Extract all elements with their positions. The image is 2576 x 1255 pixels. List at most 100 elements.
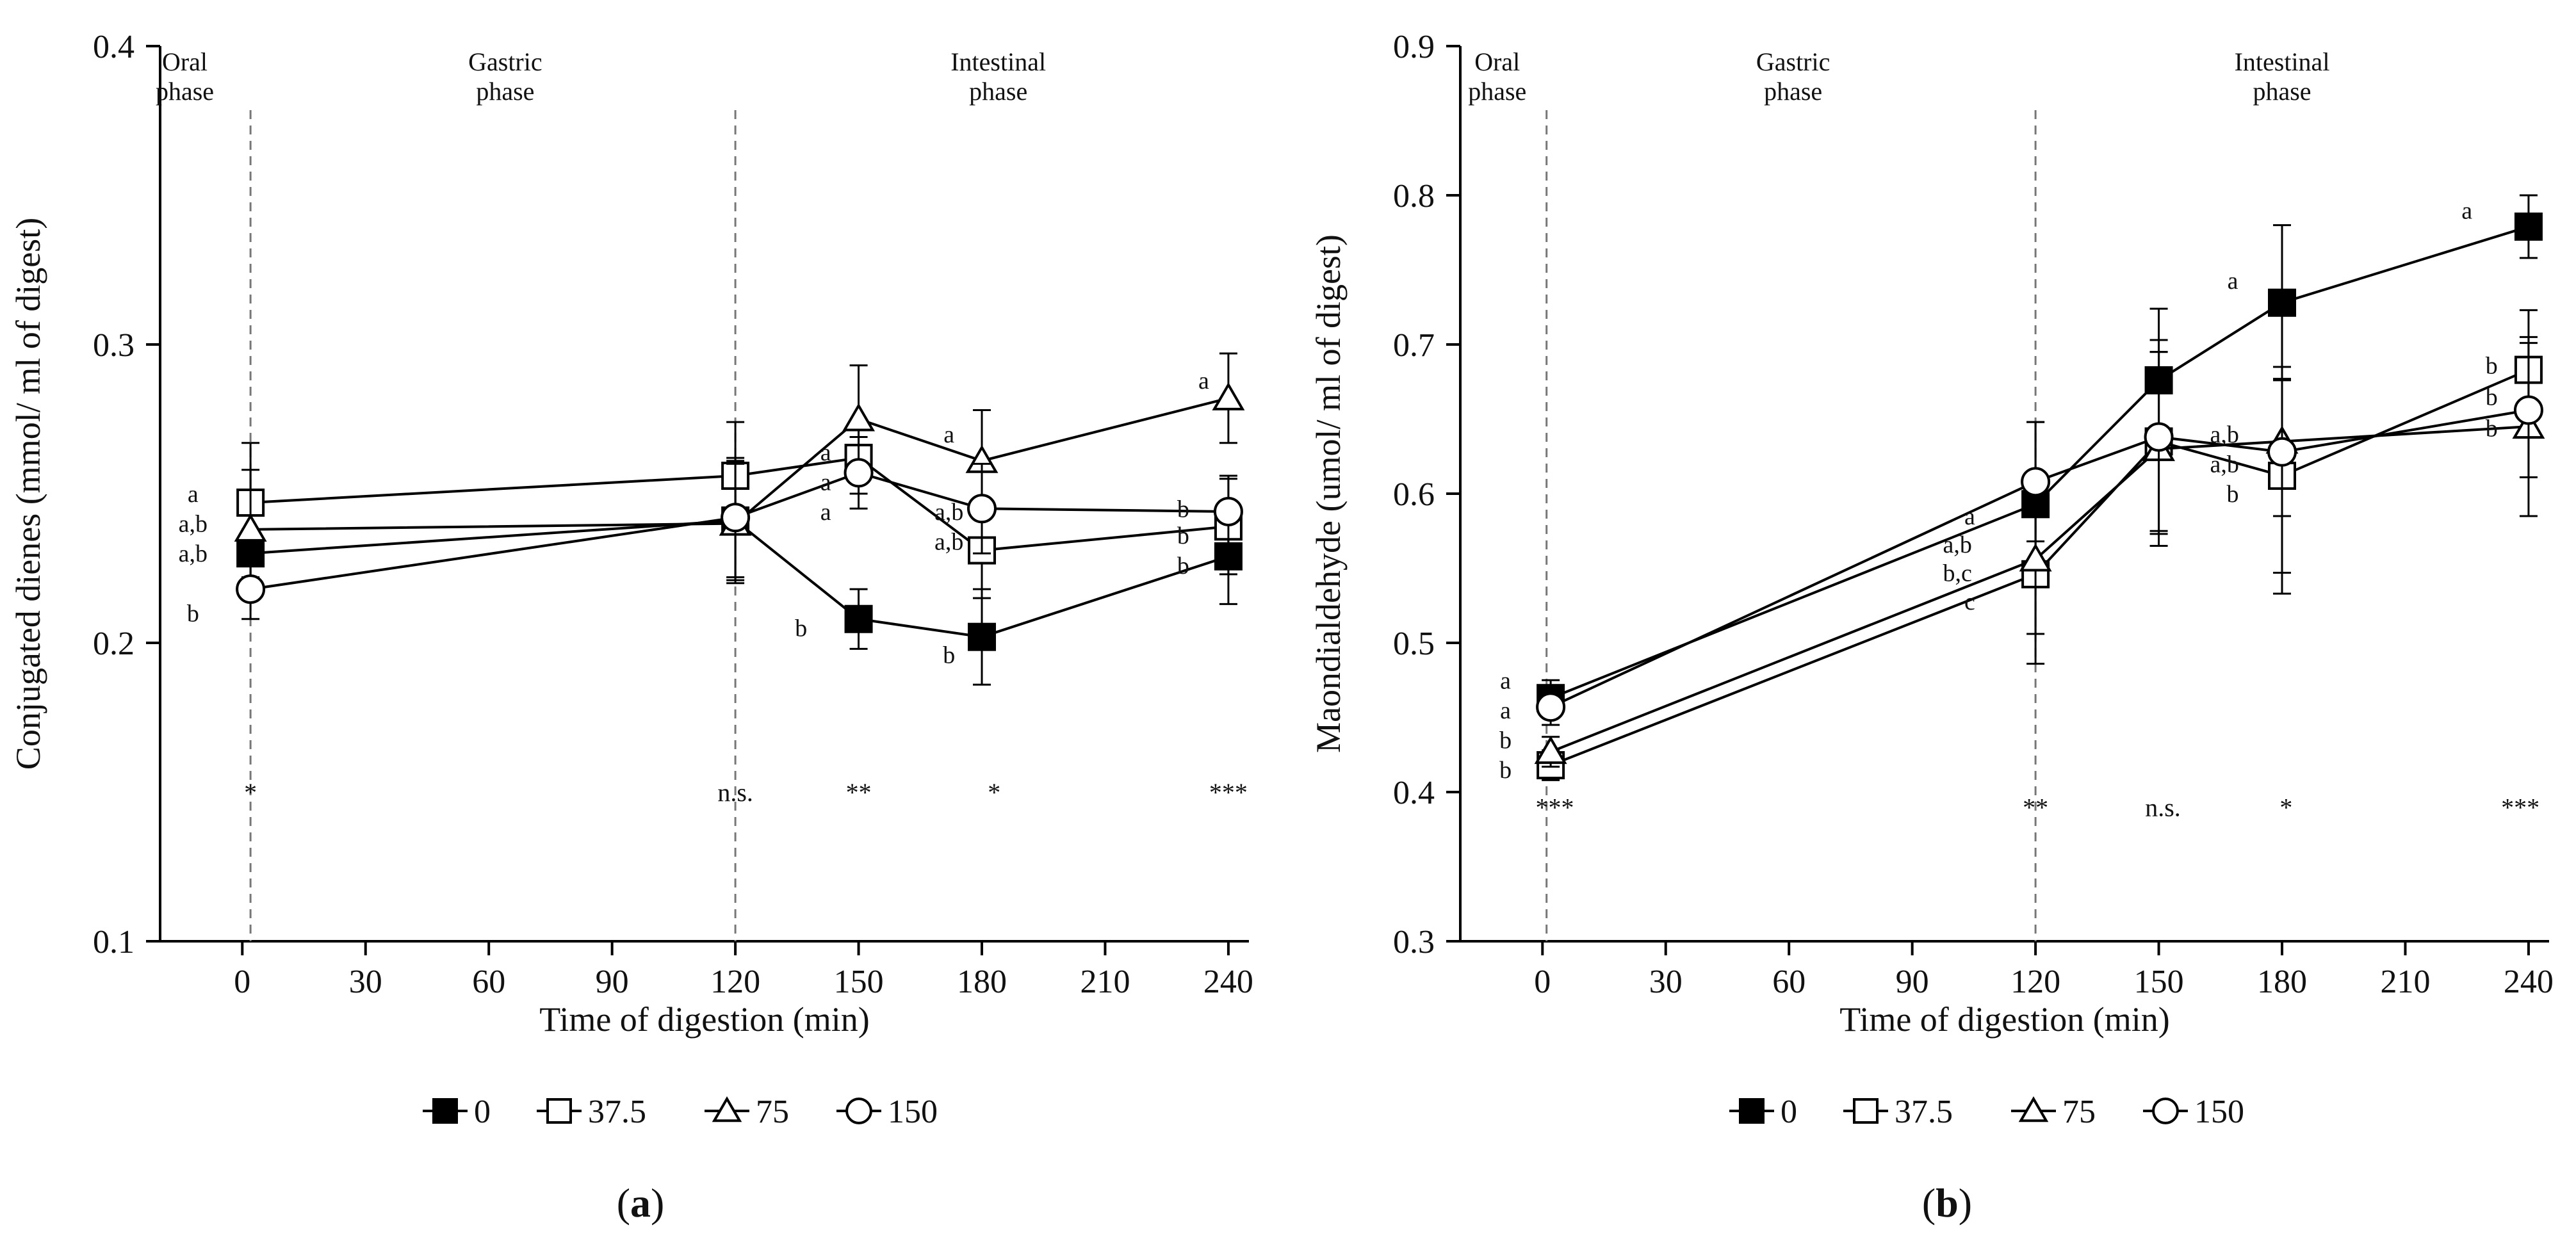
data-point [234, 513, 267, 542]
phase-label: phase [1468, 77, 1526, 106]
legend-label: 150 [2194, 1094, 2244, 1130]
data-point [2513, 395, 2543, 425]
legend-marker [712, 1096, 742, 1122]
significance-label: * [244, 778, 257, 807]
group-annotation: b [1177, 496, 1189, 522]
y-tick-label: 0.3 [1393, 924, 1435, 960]
group-annotation: a [820, 499, 831, 526]
phase-label: phase [1764, 77, 1822, 106]
group-annotation: b [2227, 481, 2239, 508]
group-annotation: b [795, 615, 807, 642]
group-annotation: a,b [179, 511, 208, 538]
group-annotation: c [1964, 588, 1975, 615]
group-annotation: a [1198, 368, 1209, 394]
x-tick-label: 120 [710, 964, 760, 1000]
significance-label: ** [2023, 793, 2048, 822]
panel-b: 0.3 0.4 0.5 0.6 0.7 0.8 0.9 0 30 60 90 120 150 180 210… [1309, 29, 2554, 1226]
y-tick-label: 0.8 [1393, 178, 1435, 215]
x-tick-label: 60 [472, 964, 505, 1000]
group-annotation: a [820, 439, 831, 466]
significance-label: *** [1209, 778, 1248, 807]
y-tick-label: 0.6 [1393, 476, 1435, 513]
x-tick-label: 0 [1534, 964, 1551, 1000]
x-tick-label: 180 [957, 964, 1007, 1000]
phase-label: phase [969, 77, 1027, 106]
x-tick-label: 60 [1772, 964, 1806, 1000]
group-annotation: b [1177, 553, 1189, 579]
phase-label: phase [156, 77, 214, 106]
group-annotation: a,b [934, 529, 963, 556]
data-point [842, 403, 876, 432]
panel-label-open: ( [1922, 1180, 1936, 1226]
group-annotation: a,b [2210, 421, 2239, 448]
data-point [2267, 437, 2297, 467]
data-point [1212, 382, 1245, 410]
significance-label: ** [846, 778, 872, 807]
x-tick-label: 240 [2504, 964, 2554, 1000]
data-point [721, 503, 751, 533]
legend-marker [2018, 1096, 2049, 1122]
legend-label: 37.5 [588, 1094, 646, 1130]
data-point [236, 574, 266, 604]
series-line [250, 519, 1229, 638]
group-annotation: a [2461, 197, 2472, 224]
x-tick-label: 180 [2257, 964, 2307, 1000]
x-tick-label: 90 [1896, 964, 1929, 1000]
y-tick-label: 0.1 [93, 924, 135, 960]
group-annotation: b [943, 642, 955, 669]
legend-item: 0 [423, 1094, 491, 1130]
y-axis-title: Conjugated dienes (mmol/ ml of digest) [9, 218, 47, 770]
y-tick-label: 0.7 [1393, 327, 1435, 364]
panel-label-letter: a [630, 1180, 651, 1226]
legend-item: 0 [1729, 1094, 1797, 1130]
data-point [2019, 543, 2052, 572]
phase-label: Gastric [1756, 47, 1830, 76]
y-axis-title: Maondialdehyde (umol/ ml of digest) [1309, 234, 1348, 753]
panel-label-letter: b [1936, 1180, 1959, 1226]
legend-label: 75 [2062, 1094, 2096, 1130]
x-axis-title: Time of digestion (min) [539, 1000, 870, 1039]
group-annotation: a [820, 469, 831, 496]
group-annotation: b [187, 600, 199, 627]
data-point [1213, 496, 1243, 526]
group-annotation: b,c [1943, 560, 1972, 587]
data-point [844, 604, 873, 633]
data-point [1536, 692, 1566, 722]
phase-label: Oral [162, 47, 208, 76]
significance-label: * [988, 778, 1000, 807]
significance-label: *** [2501, 793, 2539, 822]
group-annotation: a [1500, 697, 1511, 724]
y-tick-label: 0.3 [93, 327, 135, 364]
x-tick-label: 0 [234, 964, 250, 1000]
data-point [1534, 736, 1567, 765]
data-point [844, 458, 874, 488]
significance-label: n.s. [717, 778, 753, 807]
panel-label: (a) [617, 1180, 665, 1226]
legend-item: 150 [836, 1094, 938, 1130]
x-tick-label: 30 [349, 964, 382, 1000]
legend-marker [546, 1098, 572, 1124]
group-annotation: a [188, 481, 199, 508]
x-tick-label: 150 [834, 964, 884, 1000]
series-75 [1534, 336, 2545, 768]
group-annotation: b [2486, 353, 2498, 380]
legend-item: 37.5 [1843, 1094, 1953, 1130]
group-annotation: a,b [1943, 531, 1972, 558]
phase-label: phase [2253, 77, 2311, 106]
group-annotation: a,b [179, 540, 208, 567]
legend-marker [1739, 1098, 1765, 1124]
group-annotation: a [943, 421, 954, 448]
series-150 [1536, 309, 2543, 726]
data-point [968, 622, 997, 651]
series-150 [236, 435, 1243, 620]
legend-marker [845, 1097, 872, 1124]
phase-label: Intestinal [950, 47, 1046, 76]
x-tick-label: 240 [1203, 964, 1253, 1000]
panel-label-close: ) [1959, 1180, 1972, 1226]
group-annotation: a [2228, 268, 2238, 295]
phase-label: Intestinal [2235, 47, 2330, 76]
x-tick-label: 150 [2134, 964, 2184, 1000]
group-annotation: a,b [2210, 451, 2239, 478]
x-tick-label: 30 [1649, 964, 1683, 1000]
y-tick-label: 0.2 [93, 626, 135, 662]
